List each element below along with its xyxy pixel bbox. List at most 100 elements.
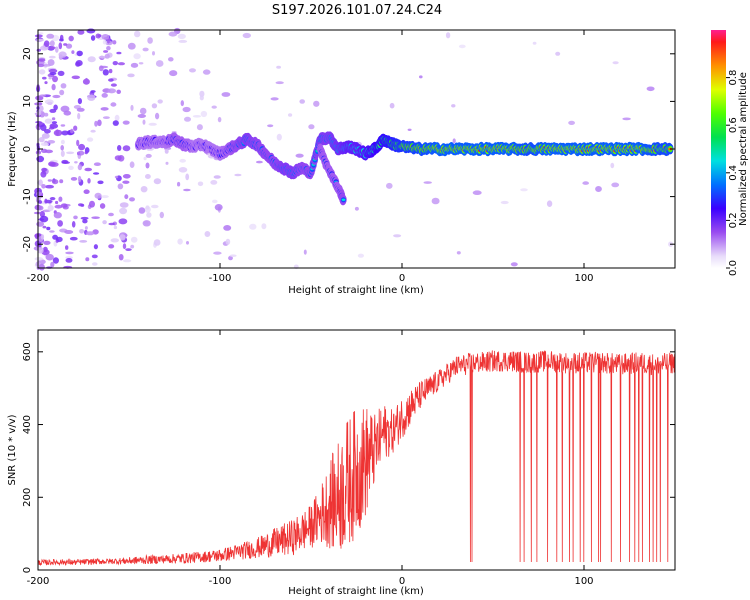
spectrogram-noise-point xyxy=(104,53,110,59)
spectrogram-noise-point xyxy=(58,42,63,50)
spectrogram-noise-point xyxy=(77,29,85,35)
spectrogram-noise-point xyxy=(39,94,46,97)
spectrogram-x-tick-label: 100 xyxy=(574,273,593,284)
spectrogram-noise-point xyxy=(52,94,61,99)
spectrogram-noise-point xyxy=(34,257,44,261)
spectrogram-noise-point xyxy=(46,226,51,231)
spectrogram-noise-point xyxy=(555,51,561,56)
spectrogram-noise-point xyxy=(89,200,95,208)
spectrogram-noise-point xyxy=(210,180,218,185)
spectrogram-noise-point xyxy=(52,257,60,264)
spectrogram-noise-point xyxy=(200,110,208,118)
spectrogram-noise-point xyxy=(134,30,141,38)
spectrogram-noise-point xyxy=(196,124,203,131)
spectrogram-noise-point xyxy=(242,32,251,39)
spectrogram-noise-point xyxy=(225,238,231,245)
spectrogram-noise-point xyxy=(41,133,50,139)
spectrogram-noise-point xyxy=(35,191,43,196)
colorbar-label: Normalized spectral amplitude xyxy=(738,72,749,226)
spectrogram-noise-point xyxy=(102,116,110,119)
spectrogram-noise-point xyxy=(76,107,85,112)
spectrogram-noise-point xyxy=(47,205,54,211)
spectrogram-noise-point xyxy=(38,242,42,248)
spectrogram-noise-point xyxy=(143,220,149,225)
spectrogram-noise-point xyxy=(110,102,117,107)
spectrogram-noise-point xyxy=(117,145,122,151)
spectrogram-noise-point xyxy=(217,116,222,123)
colorbar-ticks: 0.0 0.2 0.4 0.6 0.8 xyxy=(726,70,739,276)
spectrogram-noise-point xyxy=(38,137,45,143)
spectrogram-noise-point xyxy=(595,186,602,192)
spectrogram-noise-point xyxy=(116,51,122,55)
spectrogram-noise-point xyxy=(48,76,52,80)
colorbar-tick-label: 0.8 xyxy=(728,70,739,86)
spectrogram-noise-point xyxy=(90,35,96,41)
spectrogram-noise-point xyxy=(153,178,162,185)
spectrogram-noise-point xyxy=(59,179,64,184)
spectrogram-noise-point xyxy=(69,236,78,241)
spectrogram-x-tick-label: -100 xyxy=(209,273,232,284)
colorbar-tick-label: 0.6 xyxy=(728,117,739,133)
spectrogram-noise-point xyxy=(78,143,86,151)
spectrogram-noise-point xyxy=(40,124,47,131)
spectrogram-noise-point xyxy=(303,249,307,255)
spectrogram-noise-point xyxy=(153,239,161,246)
spectrogram-noise-point xyxy=(51,117,56,121)
spectrogram-noise-point xyxy=(90,129,96,133)
spectrogram-noise-point xyxy=(407,128,412,131)
spectrogram-noise-point xyxy=(180,100,184,107)
spectrogram-noise-point xyxy=(47,179,53,182)
spectrogram-noise-point xyxy=(108,68,113,74)
spectrogram-noise-point xyxy=(229,254,237,257)
spectrogram-noise-point xyxy=(87,94,96,101)
spectrogram-noise-point xyxy=(79,240,88,243)
spectrogram-noise-point xyxy=(75,61,81,67)
spectrogram-noise-point xyxy=(76,139,80,147)
spectrogram-noise-point xyxy=(41,167,47,172)
spectrogram-noise-point xyxy=(582,181,589,185)
spectrogram-noise-point xyxy=(106,46,111,51)
spectrogram-noise-point xyxy=(51,179,59,185)
snr-x-tick-label: 100 xyxy=(574,576,593,587)
spectrogram-noise-point xyxy=(452,138,456,144)
spectrogram-noise-point xyxy=(77,150,85,156)
spectrogram-noise-point xyxy=(65,258,73,263)
spectrogram-noise-point xyxy=(386,182,393,189)
spectrogram-noise-point xyxy=(52,75,58,83)
spectrogram-noise-point xyxy=(39,215,49,223)
spectrogram-noise-point xyxy=(84,167,92,172)
spectrogram-noise-point xyxy=(108,244,115,249)
spectrogram-noise-point xyxy=(130,62,139,68)
spectrogram-noise-point xyxy=(94,192,102,199)
spectrogram-noise-point xyxy=(458,44,466,49)
spectrogram-noise-point xyxy=(97,180,104,185)
colorbar-gradient xyxy=(711,30,726,268)
spectrogram-noise-point xyxy=(61,159,69,164)
spectrogram-noise-point xyxy=(276,133,282,141)
spectrogram-noise-point xyxy=(186,241,189,245)
spectrogram-noise-point xyxy=(168,57,174,62)
spectrogram-noise-point xyxy=(234,173,242,177)
spectrogram-noise-point xyxy=(295,153,304,158)
spectrogram-noise-point xyxy=(70,177,78,181)
spectrogram-noise-point xyxy=(68,35,74,42)
spectrogram-noise-point xyxy=(270,97,279,101)
spectrogram-noise-point xyxy=(102,220,107,225)
spectrogram-noise-point xyxy=(59,38,64,42)
colorbar-tick-label: 0.0 xyxy=(728,260,739,276)
chart-title: S197.2026.101.07.24.C24 xyxy=(272,3,442,18)
spectrogram-noise-point xyxy=(40,171,47,178)
spectrogram-noise-point xyxy=(520,188,528,192)
spectrogram-noise-point xyxy=(119,207,128,215)
spectrogram-noise-point xyxy=(44,81,48,85)
spectrogram-noise-point xyxy=(38,179,43,186)
spectrogram-noise-point xyxy=(71,75,81,80)
spectrogram-noise-point xyxy=(117,62,125,66)
spectrogram-noise-point xyxy=(53,104,58,111)
spectrogram-noise-point xyxy=(114,114,120,122)
spectrogram-noise-point xyxy=(142,47,149,52)
spectrogram-noise-point xyxy=(59,89,65,96)
spectrogram-noise-point xyxy=(51,121,58,124)
spectrogram-noise-point xyxy=(112,120,119,126)
